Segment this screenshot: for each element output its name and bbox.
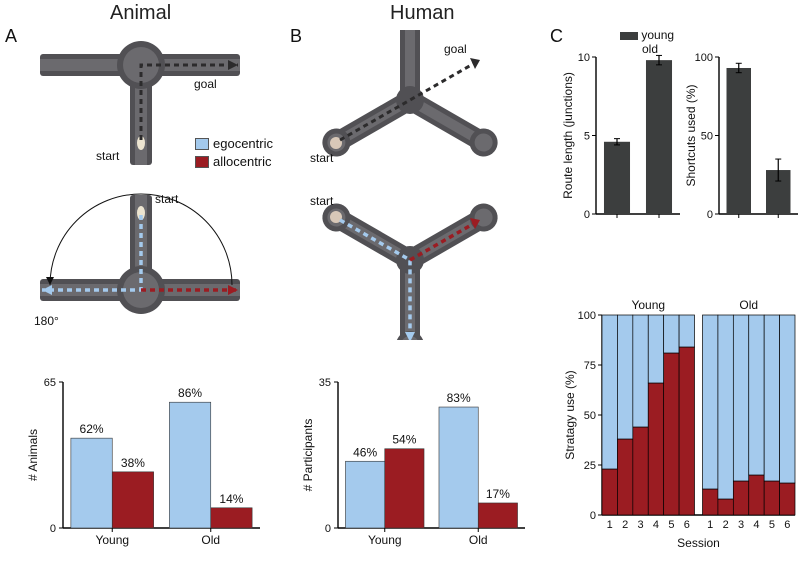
panel-b-bar-chart: 0 35 46% 54% Young 83% 17% Old # Participants <box>300 360 530 560</box>
legend-label-ego: egocentric <box>213 136 273 151</box>
header-human: Human <box>390 2 454 25</box>
svg-text:Stratagy use (%): Stratagy use (%) <box>563 370 577 459</box>
svg-text:1: 1 <box>707 519 713 531</box>
goal-label-b-top: goal <box>444 42 467 56</box>
header-animal: Animal <box>110 2 171 25</box>
svg-text:0: 0 <box>325 523 331 535</box>
svg-text:Young: Young <box>631 298 665 312</box>
svg-text:50: 50 <box>584 410 596 422</box>
svg-text:25: 25 <box>584 460 596 472</box>
svg-text:4: 4 <box>653 519 659 531</box>
legend-swatch-bar <box>620 32 638 40</box>
svg-text:5: 5 <box>668 519 674 531</box>
panel-b-mazes: goal start start <box>300 30 530 340</box>
svg-text:3: 3 <box>637 519 643 531</box>
start-label-b-bottom: start <box>310 194 334 208</box>
legend-label-allo: allocentric <box>213 154 272 169</box>
svg-text:# Animals: # Animals <box>26 429 40 481</box>
svg-text:Young: Young <box>95 533 129 547</box>
svg-text:Old: Old <box>469 533 488 547</box>
panel-c-strategy-use-chart: 0255075100123456Young123456OldSessionStr… <box>562 295 797 560</box>
svg-text:83%: 83% <box>447 391 471 405</box>
svg-text:10: 10 <box>578 52 590 64</box>
svg-text:Route length (junctions): Route length (junctions) <box>562 72 575 199</box>
svg-text:100: 100 <box>695 52 713 64</box>
svg-text:Shortcuts used (%): Shortcuts used (%) <box>685 84 698 186</box>
svg-text:Young: Young <box>368 533 402 547</box>
svg-text:Old: Old <box>201 533 220 547</box>
panel-letter-c: C <box>550 26 563 47</box>
legend-young-label: young <box>641 28 674 42</box>
svg-text:0: 0 <box>590 510 596 522</box>
svg-text:1: 1 <box>607 519 613 531</box>
panel-letter-a: A <box>5 26 17 47</box>
svg-text:86%: 86% <box>178 386 202 400</box>
start-label-a-bottom: start <box>155 192 179 206</box>
svg-text:14%: 14% <box>219 492 243 506</box>
svg-text:75: 75 <box>584 360 596 372</box>
svg-text:6: 6 <box>684 519 690 531</box>
start-label-b-top: start <box>310 151 334 165</box>
svg-text:5: 5 <box>769 519 775 531</box>
rotation-label: 180° <box>34 314 59 328</box>
panel-c-shortcuts-chart: 0 50 100 Shortcuts used (%) <box>685 52 800 232</box>
svg-text:62%: 62% <box>80 422 104 436</box>
svg-text:# Participants: # Participants <box>301 419 315 492</box>
svg-text:0: 0 <box>707 209 713 221</box>
legend-swatch-ego <box>195 138 209 150</box>
strategy-legend: egocentric allocentric <box>195 135 273 171</box>
svg-text:65: 65 <box>44 377 56 389</box>
panel-a-bar-chart: 0 65 62% 38% Young 86% 14% Old # Animals <box>25 360 265 560</box>
start-label-a-top: start <box>96 149 120 163</box>
svg-text:50: 50 <box>701 131 713 143</box>
svg-text:100: 100 <box>578 310 596 322</box>
svg-text:0: 0 <box>584 209 590 221</box>
panel-a-mazes: goal start start 180° <box>20 30 270 340</box>
svg-text:2: 2 <box>723 519 729 531</box>
goal-label-a-top: goal <box>194 77 217 91</box>
svg-text:38%: 38% <box>121 456 145 470</box>
svg-text:35: 35 <box>319 377 331 389</box>
svg-text:3: 3 <box>738 519 744 531</box>
svg-text:46%: 46% <box>353 445 377 459</box>
svg-text:54%: 54% <box>392 433 416 447</box>
svg-text:2: 2 <box>622 519 628 531</box>
svg-text:0: 0 <box>50 523 56 535</box>
legend-swatch-allo <box>195 156 209 168</box>
svg-text:4: 4 <box>753 519 759 531</box>
svg-text:17%: 17% <box>486 487 510 501</box>
svg-text:5: 5 <box>584 131 590 143</box>
svg-text:6: 6 <box>784 519 790 531</box>
svg-text:Session: Session <box>677 536 720 550</box>
panel-c-route-length-chart: 0 5 10Route length (junctions) <box>562 52 682 232</box>
svg-text:Old: Old <box>739 298 758 312</box>
